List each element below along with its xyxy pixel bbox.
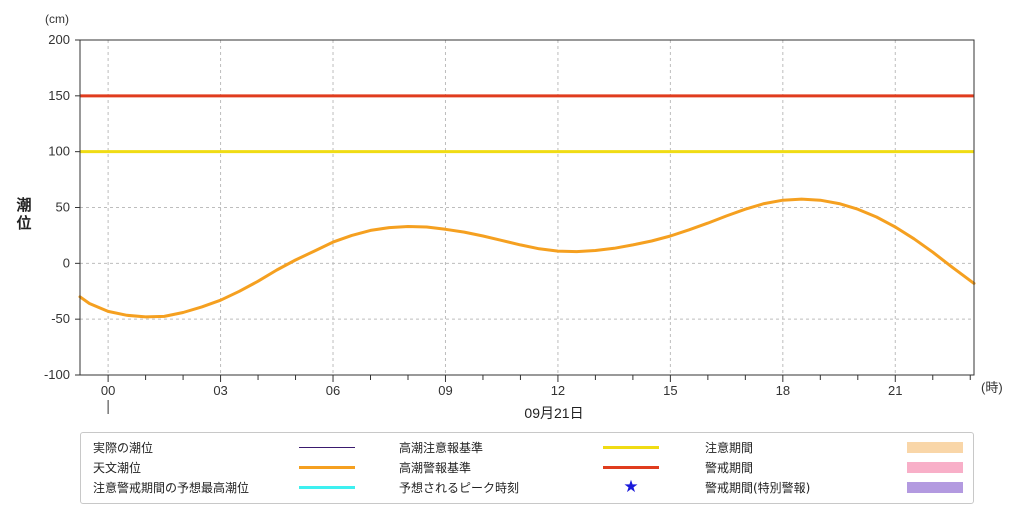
legend-label: 警戒期間 xyxy=(705,461,754,475)
legend-label: 警戒期間(特別警報) xyxy=(705,481,811,495)
x-tick-label: 15 xyxy=(663,383,677,398)
x-tick-label: 06 xyxy=(326,383,340,398)
legend-swatch-line xyxy=(299,466,355,469)
x-tick-label: 12 xyxy=(551,383,565,398)
tide-chart: -100 -50 0 50 100 150 200 00 03 06 09 12 15 18 21 (cm)… xyxy=(16,12,1003,421)
date-label: 09月21日 xyxy=(524,405,583,421)
legend-label: 高潮警報基準 xyxy=(399,461,472,475)
legend-label: 注意警戒期間の予想最高潮位 xyxy=(93,481,250,495)
y-tick-label: 150 xyxy=(48,88,70,103)
x-tick-label: 21 xyxy=(888,383,902,398)
legend-label: 実際の潮位 xyxy=(93,441,154,455)
legend-label: 予想されるピーク時刻 xyxy=(399,481,520,495)
legend-label: 天文潮位 xyxy=(93,461,142,475)
legend-swatch-line xyxy=(299,447,355,448)
tide-line xyxy=(78,197,976,319)
x-tick-label: 09 xyxy=(438,383,452,398)
x-tick-label: 03 xyxy=(213,383,227,398)
y-tick-label: 200 xyxy=(48,32,70,47)
legend-label: 注意期間 xyxy=(705,441,754,455)
legend-swatch-box xyxy=(907,482,963,493)
x-unit-label: (時) xyxy=(981,380,1003,395)
x-tick-label: 18 xyxy=(776,383,790,398)
y-tick-label: 50 xyxy=(56,200,70,215)
y-tick-label: -100 xyxy=(44,367,70,382)
star-icon: ★ xyxy=(623,477,639,497)
legend-swatch-box xyxy=(907,462,963,473)
legend-swatch-line xyxy=(603,466,659,469)
x-tick-label: 00 xyxy=(101,383,115,398)
legend: 実際の潮位 高潮注意報基準 注意期間天文潮位 高潮警報基準 警戒期間注意警戒期間の予想最… xyxy=(80,432,974,504)
series-layer xyxy=(78,197,976,319)
axes: -100 -50 0 50 100 150 200 00 03 06 09 12 15 18 21 xyxy=(44,32,971,414)
legend-label: 高潮注意報基準 xyxy=(399,441,484,455)
y-tick-label: 100 xyxy=(48,144,70,159)
legend-swatch-box xyxy=(907,442,963,453)
threshold-lines xyxy=(80,94,974,154)
legend-swatch-line xyxy=(299,486,355,489)
y-axis-title: 潮位 xyxy=(16,196,31,232)
legend-swatch-line xyxy=(603,446,659,449)
y-tick-label: -50 xyxy=(51,311,70,326)
grid xyxy=(80,40,974,375)
y-unit-label: (cm) xyxy=(45,12,69,26)
y-tick-label: 0 xyxy=(63,255,70,270)
